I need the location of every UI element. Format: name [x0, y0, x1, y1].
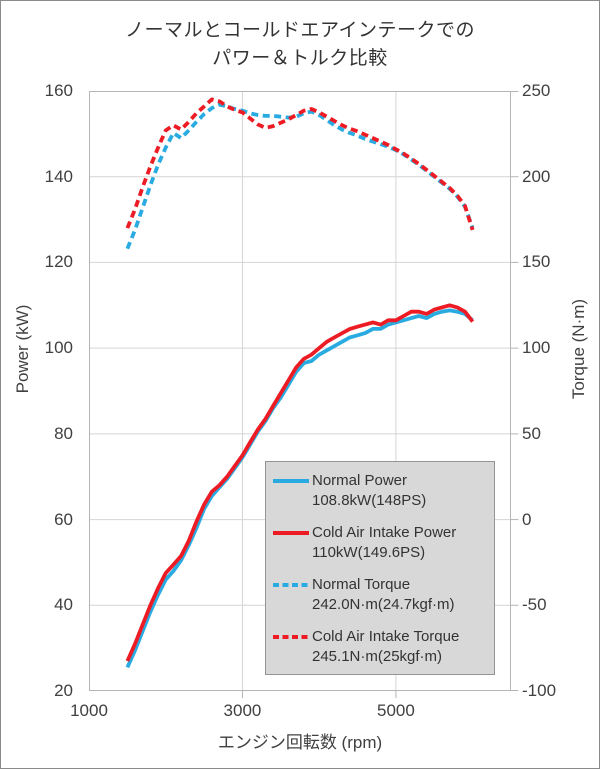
y-right-tick-label: 150: [522, 252, 551, 272]
y-right-tick-label: 200: [522, 166, 551, 186]
legend-item-cold-air-intake-torque: Cold Air Intake Torque 245.1N·m(25kgf·m): [271, 627, 489, 667]
y-left-tick-label: 140: [44, 166, 73, 186]
chart-title: ノーマルとコールドエアインテークでの パワー＆トルク比較: [1, 17, 599, 73]
x-tick-label: 3000: [223, 701, 262, 720]
legend-item-text: Cold Air Intake Torque 245.1N·m(25kgf·m): [312, 627, 459, 667]
y-left-tick-label: 120: [44, 252, 73, 272]
series-line-cold-air-intake-torque: [125, 97, 475, 231]
y-right-tick-label: 0: [522, 509, 532, 529]
x-tick-label: 1000: [70, 701, 108, 720]
y-left-tick-label: 60: [54, 509, 73, 529]
legend-item-value: 108.8kW(148PS): [312, 492, 427, 509]
series-line-normal-power: [125, 308, 474, 669]
chart-title-line-1: ノーマルとコールドエアインテークでの: [124, 20, 476, 41]
legend-item-name: Normal Torque: [312, 576, 411, 593]
y-left-tick-label: 100: [44, 338, 73, 358]
y-left-tick-label: 20: [54, 681, 73, 700]
y-left-tick-label: 40: [54, 595, 73, 615]
solid-line-icon-cold-air-intake-power: [273, 531, 309, 535]
y-left-tick-label: 80: [54, 423, 73, 443]
chart-title-line-2: パワー＆トルク比較: [212, 48, 388, 69]
y-right-tick-label: 50: [522, 423, 541, 443]
legend-item-value: 242.0N·m(24.7kgf·m): [312, 596, 455, 613]
legend-item-text: Normal Torque 242.0N·m(24.7kgf·m): [312, 575, 455, 615]
legend: Normal Power 108.8kW(148PS) Cold Air Intak…: [265, 461, 495, 675]
plot-border: [89, 91, 511, 691]
y-left-tick-label: 160: [44, 81, 73, 100]
x-tick-label: 5000: [376, 701, 415, 720]
legend-item-value: 245.1N·m(25kgf·m): [312, 648, 443, 665]
y-right-tick-label: -50: [522, 595, 547, 615]
y-right-tick-label: 250: [522, 81, 551, 100]
y-right-tick-label: -100: [522, 681, 557, 700]
legend-item-name: Normal Power: [312, 472, 408, 489]
solid-line-icon-normal-power: [273, 479, 309, 483]
series-line-cold-air-intake-power: [125, 303, 475, 662]
legend-item-normal-power: Normal Power 108.8kW(148PS): [271, 471, 489, 511]
x-axis-label: エンジン回転数 (rpm): [217, 733, 383, 752]
legend-item-text: Cold Air Intake Power 110kW(149.6PS): [312, 523, 456, 563]
legend-item-value: 110kW(149.6PS): [312, 544, 426, 561]
legend-item-name: Cold Air Intake Torque: [312, 628, 460, 645]
dashed-line-icon-normal-torque: [273, 583, 309, 587]
legend-item-normal-torque: Normal Torque 242.0N·m(24.7kgf·m): [271, 575, 489, 615]
legend-item-name: Cold Air Intake Power: [312, 524, 457, 541]
legend-item-text: Normal Power 108.8kW(148PS): [312, 471, 426, 511]
y-axis-label-right: Torque (N·m): [569, 298, 588, 400]
legend-item-cold-air-intake-power: Cold Air Intake Power 110kW(149.6PS): [271, 523, 489, 563]
dashed-line-icon-cold-air-intake-torque: [273, 635, 309, 639]
y-right-tick-label: 100: [522, 338, 551, 358]
